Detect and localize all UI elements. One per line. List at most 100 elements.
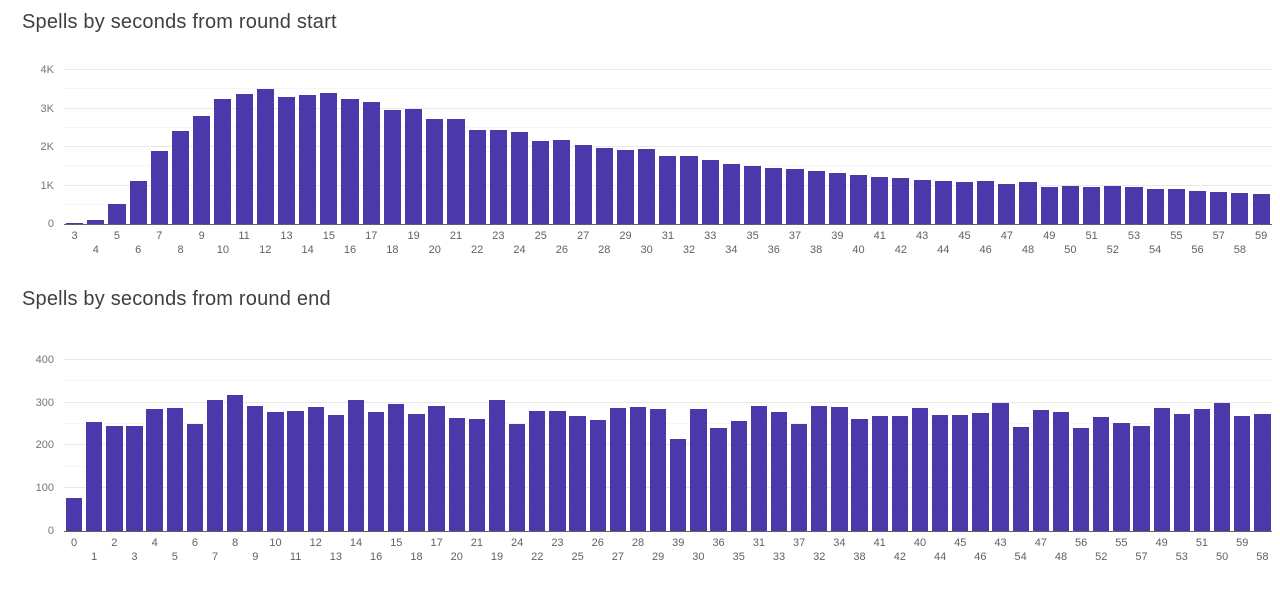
x-cell: 17: [427, 532, 447, 566]
bar-cell: [467, 130, 488, 224]
x-cell: 18: [382, 225, 403, 259]
x-axis-tick-label: 34: [725, 244, 738, 256]
bar-55: [1113, 423, 1130, 531]
x-cell: 15: [386, 532, 406, 566]
bar-23: [489, 130, 507, 224]
x-axis-tick-label: 56: [1074, 537, 1088, 549]
bar-cell: [749, 405, 769, 531]
x-axis-tick-label: 25: [571, 551, 584, 563]
x-cell: 57: [1208, 225, 1229, 259]
bar-19: [488, 400, 506, 531]
bar-27: [574, 145, 592, 224]
x-cell: 35: [742, 225, 763, 259]
x-axis-tick-label: 34: [833, 537, 846, 549]
bar-55: [1167, 188, 1185, 224]
bar-cell: [615, 149, 636, 224]
bar-38: [851, 419, 868, 531]
y-axis: 0 1K 2K 3K 4K: [0, 60, 64, 230]
bar-47: [1032, 410, 1049, 531]
x-cell: 12: [255, 225, 276, 259]
x-axis-tick-label: 23: [492, 230, 505, 242]
x-cell: 16: [339, 225, 360, 259]
x-cell: 16: [366, 532, 386, 566]
x-axis-tick-label: 30: [692, 551, 705, 563]
x-cell: 34: [829, 532, 849, 566]
bar-28: [629, 407, 647, 531]
bar-10: [214, 98, 232, 224]
x-cell: 35: [729, 532, 749, 566]
bar-series: [64, 60, 1272, 224]
x-cell: 46: [975, 225, 996, 259]
x-axis-tick-label: 36: [712, 537, 725, 549]
x-cell: 41: [869, 225, 890, 259]
bar-21: [468, 418, 486, 531]
bar-26: [553, 140, 571, 224]
bar-37: [790, 423, 808, 531]
bar-cell: [975, 180, 996, 224]
x-axis-tick-label: 42: [894, 244, 908, 256]
x-axis-tick-label: 57: [1212, 230, 1225, 242]
x-cell: 15: [318, 225, 339, 259]
bar-5: [108, 203, 126, 224]
bar-cell: [827, 173, 848, 224]
x-cell: 39: [668, 532, 688, 566]
bar-cell: [700, 159, 721, 224]
x-axis-tick-label: 53: [1175, 551, 1188, 563]
x-cell: 8: [170, 225, 191, 259]
x-axis-tick-label: 27: [611, 551, 624, 563]
x-axis-tick-label: 36: [767, 244, 780, 256]
x-axis-tick-label: 15: [322, 230, 335, 242]
x-cell: 39: [827, 225, 848, 259]
x-axis-tick-label: 21: [449, 230, 463, 242]
x-axis-tick-label: 47: [1034, 537, 1047, 549]
x-cell: 51: [1192, 532, 1212, 566]
x-cell: 38: [849, 532, 869, 566]
x-axis-tick-label: 12: [309, 537, 322, 549]
x-axis-tick-label: 4: [92, 244, 99, 256]
x-axis-tick-label: 59: [1254, 230, 1268, 242]
minor-gridline: [64, 465, 1272, 467]
x-axis-tick-label: 51: [1085, 230, 1098, 242]
bar-cell: [361, 102, 382, 224]
bar-cell: [530, 141, 551, 224]
bar-3: [126, 426, 143, 531]
bar-cell: [245, 406, 265, 531]
x-cell: 36: [763, 225, 784, 259]
bar-cell: [721, 163, 742, 224]
bar-cell: [346, 400, 366, 531]
bar-cell: [742, 166, 763, 224]
bar-39: [670, 438, 687, 531]
x-axis-tick-label: 6: [135, 244, 142, 256]
bar-42: [891, 416, 908, 531]
x-axis-tick-label: 39: [672, 537, 685, 549]
bar-58: [1231, 193, 1249, 224]
x-cell: 36: [709, 532, 729, 566]
bar-cell: [930, 415, 950, 531]
bar-cell: [954, 182, 975, 224]
x-cell: 50: [1212, 532, 1232, 566]
x-axis-tick-label: 20: [450, 551, 463, 563]
x-axis-tick-label: 50: [1064, 244, 1077, 256]
x-cell: 13: [326, 532, 346, 566]
bar-cell: [594, 147, 615, 224]
bar-15: [388, 403, 405, 531]
bar-16: [368, 412, 385, 531]
x-axis-tick-label: 43: [994, 537, 1007, 549]
plot-area: [64, 351, 1272, 532]
bar-7: [150, 150, 168, 224]
x-cell: 13: [276, 225, 297, 259]
plot-area: [64, 60, 1272, 225]
x-axis-tick-label: 49: [1043, 230, 1056, 242]
bar-15: [320, 92, 338, 224]
x-cell: 1: [84, 532, 104, 566]
x-cell: 24: [507, 532, 527, 566]
x-cell: 49: [1039, 225, 1060, 259]
bar-30: [690, 409, 707, 531]
bar-cell: [124, 426, 144, 531]
x-cell: 14: [346, 532, 366, 566]
x-cell: 40: [848, 225, 869, 259]
bar-cell: [212, 98, 233, 224]
bar-53: [1125, 187, 1143, 224]
bar-18: [408, 414, 425, 531]
bar-cell: [1192, 409, 1212, 531]
